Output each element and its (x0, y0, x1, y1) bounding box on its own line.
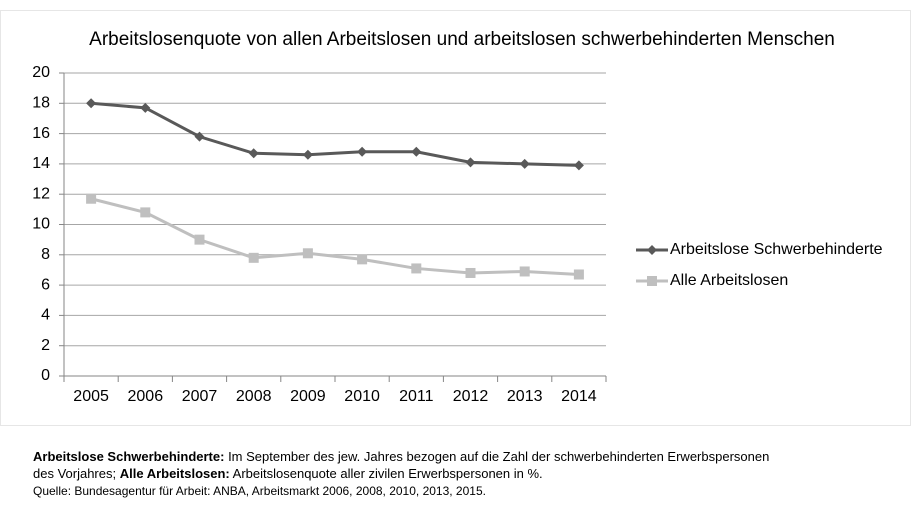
y-tick-label: 18 (32, 95, 50, 112)
point (573, 160, 584, 171)
x-tick-label: 2008 (236, 388, 272, 405)
y-tick-label: 2 (41, 337, 50, 354)
legend-label: Alle Arbeitslosen (670, 272, 788, 289)
footnote-line: Arbeitslose Schwerbehinderte: Im Septemb… (33, 449, 769, 464)
point (248, 252, 259, 263)
y-tick-label: 20 (32, 64, 50, 81)
point (86, 98, 97, 109)
point (411, 146, 422, 157)
footnote-text: Im September des jew. Jahres bezogen auf… (224, 449, 769, 464)
point (647, 245, 657, 255)
point (140, 207, 151, 218)
series-line (90, 101, 579, 167)
y-tick-label: 6 (41, 276, 50, 293)
point (357, 254, 368, 265)
point (411, 263, 422, 274)
x-tick-label: 2006 (128, 388, 164, 405)
x-tick-label: 2009 (290, 388, 326, 405)
y-tick-label: 8 (41, 246, 50, 263)
point (86, 193, 97, 204)
point (302, 248, 313, 259)
footnote-source: Quelle: Bundesagentur für Arbeit: ANBA, … (33, 484, 486, 498)
y-tick-label: 16 (32, 125, 50, 142)
footnote-text: des Vorjahres; (33, 466, 120, 481)
footnote-line: des Vorjahres; Alle Arbeitslosen: Arbeit… (33, 466, 543, 481)
point (519, 266, 530, 277)
point (194, 234, 205, 245)
y-tick-label: 12 (32, 185, 50, 202)
point (465, 157, 476, 168)
x-tick-label: 2010 (344, 388, 380, 405)
footnote-text: Arbeitslosenquote aller zivilen Erwerbsp… (230, 466, 543, 481)
point (248, 148, 259, 159)
series-line (90, 197, 579, 276)
point (519, 158, 530, 169)
x-tick-label: 2013 (507, 388, 543, 405)
point (357, 146, 368, 157)
y-tick-label: 4 (41, 307, 50, 324)
y-tick-label: 10 (32, 216, 50, 233)
point (647, 276, 657, 286)
x-tick-label: 2014 (561, 388, 597, 405)
x-tick-label: 2007 (182, 388, 218, 405)
chart-title: Arbeitslosenquote von allen Arbeitslosen… (89, 29, 835, 50)
footnote-bold: Alle Arbeitslosen: (120, 466, 230, 481)
x-tick-label: 2012 (453, 388, 489, 405)
point (140, 102, 151, 113)
x-tick-label: 2011 (399, 388, 434, 405)
point (465, 267, 476, 278)
y-tick-label: 14 (32, 155, 50, 172)
y-tick-label: 0 (41, 367, 50, 384)
legend-label: Arbeitslose Schwerbehinderte (670, 241, 883, 258)
point (194, 131, 205, 142)
point (573, 269, 584, 280)
point (302, 149, 313, 160)
x-tick-label: 2005 (73, 388, 109, 405)
chart-frame (0, 10, 911, 426)
footnote-bold: Arbeitslose Schwerbehinderte: (33, 449, 224, 464)
